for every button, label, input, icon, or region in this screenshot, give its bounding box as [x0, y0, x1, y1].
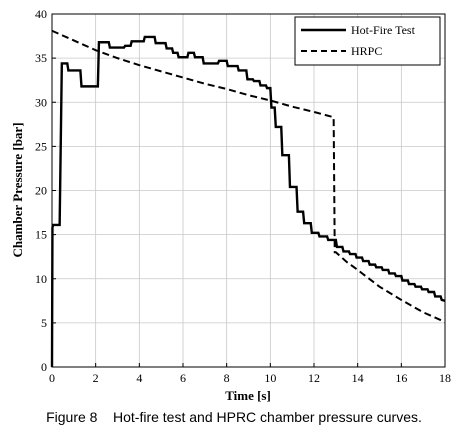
y-tick-label: 35 [35, 51, 47, 65]
x-tick-label: 8 [224, 371, 230, 385]
x-axis-title: Time [s] [225, 388, 271, 403]
y-tick-label: 0 [41, 360, 47, 374]
series-layer [50, 29, 446, 368]
legend: Hot-Fire Test HRPC [294, 16, 441, 66]
legend-box [294, 16, 441, 66]
x-tick-label: 18 [439, 371, 451, 385]
x-tick-label: 0 [49, 371, 55, 385]
y-tick-label: 30 [35, 95, 47, 109]
y-tick-label: 25 [35, 139, 47, 153]
x-tick-label: 6 [180, 371, 186, 385]
x-tick-label: 10 [264, 371, 276, 385]
x-tick-label: 16 [395, 371, 407, 385]
y-tick-label: 10 [35, 272, 47, 286]
series-line-hot-fire-test [50, 35, 446, 368]
y-tick-label: 15 [35, 228, 47, 242]
x-tick-label: 12 [308, 371, 320, 385]
x-tick-label: 4 [136, 371, 142, 385]
gridlines [52, 14, 445, 367]
y-tick-label: 5 [41, 316, 47, 330]
series-line-hrpc [51, 29, 446, 323]
y-tick-label: 40 [35, 7, 47, 21]
legend-label-hot-fire: Hot-Fire Test [351, 23, 416, 37]
x-tick-label: 2 [93, 371, 99, 385]
figure-caption: Figure 8 Hot-fire test and HPRC chamber … [46, 409, 422, 425]
x-tick-label: 14 [352, 371, 364, 385]
y-tick-label: 20 [35, 184, 47, 198]
legend-label-hrpc: HRPC [351, 44, 382, 58]
axis-ticks: 0 2 4 6 8 10 12 14 16 18 0 5 10 15 20 25 30 35 40 [35, 7, 451, 385]
chart: 0 2 4 6 8 10 12 14 16 18 0 5 10 15 20 25 30 35 40 Time [s]… [10, 7, 451, 403]
y-axis-title: Chamber Pressure [bar] [10, 122, 25, 257]
